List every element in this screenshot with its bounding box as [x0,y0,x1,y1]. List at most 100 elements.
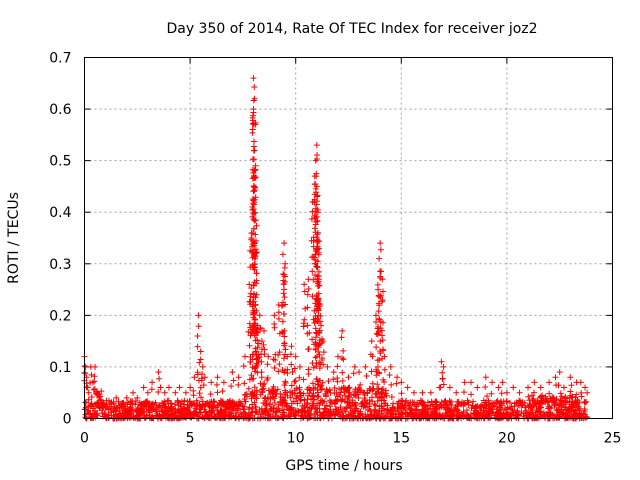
roti-point [453,389,460,396]
roti-floor-point [508,403,515,410]
roti-point [195,312,202,319]
roti-cluster-point [313,234,320,241]
roti-point [252,250,259,257]
roti-floor-point [143,399,150,406]
roti-floor-point [323,386,330,393]
roti-floor-point [275,401,282,408]
roti-floor-point [502,405,509,412]
roti-floor-point [524,411,531,418]
roti-point [560,384,567,391]
roti-cluster-point [316,327,323,334]
roti-cluster-point [251,196,258,203]
roti-cluster-point [374,363,381,370]
roti-cluster-point [207,391,214,398]
roti-floor-point [519,399,526,406]
roti-cluster-point [340,356,347,363]
roti-cluster-point [241,392,248,399]
roti-point [499,379,506,386]
roti-floor-point [267,395,274,402]
roti-cluster-point [289,369,296,376]
roti-point [252,162,259,169]
roti-cluster-point [363,373,370,380]
roti-cluster-point [375,329,382,336]
roti-floor-point [367,408,374,415]
roti-floor-point [273,405,280,412]
roti-cluster-point [255,351,262,358]
roti-point [271,312,278,319]
roti-floor-point [537,404,544,411]
roti-cluster-point [253,307,260,314]
roti-cluster-point [375,323,382,330]
roti-floor-point [471,414,478,421]
roti-point [94,389,101,396]
roti-cluster-point [155,388,162,395]
roti-point [398,379,405,386]
roti-point [404,384,411,391]
roti-cluster-point [313,363,320,370]
roti-cluster-point [194,343,201,350]
roti-floor-point [374,398,381,405]
roti-cluster-point [378,327,385,334]
roti-floor-point [349,407,356,414]
roti-cluster-point [350,370,357,377]
roti-cluster-point [250,156,257,163]
y-tick-label: 0.4 [49,205,71,221]
x-tick-label: 15 [392,431,410,447]
roti-cluster-point [240,363,247,370]
roti-cluster-point [313,193,320,200]
roti-floor-point [169,414,176,421]
roti-point [525,384,532,391]
roti-cluster-point [313,213,320,220]
roti-floor-point [518,409,525,416]
roti-cluster-point [305,286,312,293]
roti-floor-point [248,409,255,416]
roti-cluster-point [305,346,312,353]
roti-cluster-point [250,375,257,382]
roti-point [199,363,206,370]
roti-point [187,384,194,391]
roti-cluster-point [488,390,495,397]
roti-cluster-point [315,389,322,396]
roti-point [577,379,584,386]
roti-cluster-point [250,143,257,150]
roti-floor-point [191,411,198,418]
roti-point [134,394,141,401]
roti-cluster-point [264,377,271,384]
roti-floor-point [178,403,185,410]
y-tick-label: 0 [63,412,72,428]
roti-floor-point [366,403,373,410]
roti-floor-point [537,399,544,406]
roti-cluster-point [197,356,204,363]
roti-cluster-point [381,379,388,386]
roti-floor-point [469,402,476,409]
roti-cluster-point [316,351,323,358]
roti-point [292,353,299,360]
roti-cluster-point [379,319,386,326]
roti-floor-point [161,398,168,405]
roti-cluster-point [568,382,575,389]
roti-cluster-point [314,218,321,225]
roti-cluster-point [375,369,382,376]
roti-floor-point [242,398,249,405]
roti-floor-point [214,407,221,414]
roti-point [261,327,268,334]
roti-cluster-point [284,370,291,377]
roti-cluster-point [276,349,283,356]
roti-cluster-point [82,370,89,377]
roti-point [489,379,496,386]
roti-floor-point [334,393,341,400]
roti-cluster-point [304,304,311,311]
roti-floor-point [486,401,493,408]
roti-floor-point [280,396,287,403]
roti-point [516,389,523,396]
roti-floor-point [156,412,163,419]
roti-cluster-point [369,353,376,360]
roti-floor-point [413,406,420,413]
roti-cluster-point [304,330,311,337]
y-tick-label: 0.7 [49,51,71,67]
roti-floor-point [326,403,333,410]
roti-point [282,260,289,267]
roti-cluster-point [252,174,259,181]
roti-cluster-point [375,385,382,392]
roti-floor-point [270,405,277,412]
